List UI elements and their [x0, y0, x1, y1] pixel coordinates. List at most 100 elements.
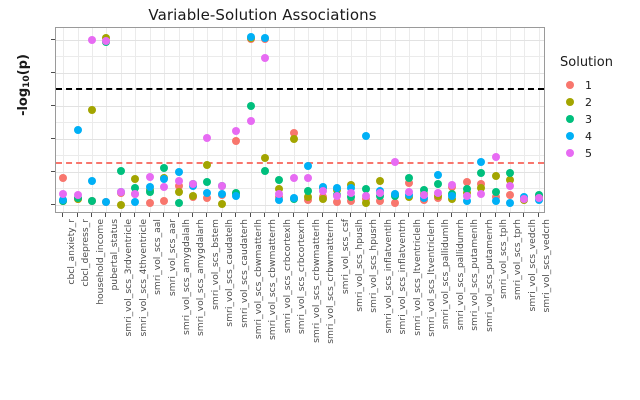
- legend-item[interactable]: 1: [560, 77, 613, 93]
- data-point: [232, 126, 241, 135]
- data-point: [275, 190, 284, 199]
- data-point: [59, 189, 68, 198]
- x-axis-tick: [235, 213, 237, 217]
- data-point: [102, 198, 111, 207]
- data-point: [275, 196, 284, 205]
- x-axis-tick: [148, 213, 150, 217]
- grid-line-horizontal-minor: [56, 155, 544, 157]
- data-point: [88, 105, 97, 114]
- legend-color-swatch: [566, 115, 574, 123]
- x-axis-tick: [422, 213, 424, 217]
- x-axis-tick: [523, 213, 525, 217]
- data-point: [88, 196, 97, 205]
- x-axis-tick-label: smri_vol_scs_inflatventlh: [382, 219, 394, 334]
- data-point: [116, 200, 125, 209]
- x-axis-tick: [134, 213, 136, 217]
- data-point: [246, 116, 255, 125]
- x-axis-tick: [393, 213, 395, 217]
- y-axis-title-prefix: -log: [16, 87, 31, 116]
- data-point: [491, 172, 500, 181]
- x-axis-tick-label: cbcl_depress_r: [80, 219, 92, 287]
- legend-item-label: 3: [585, 112, 592, 126]
- chart-title: Variable-Solution Associations: [148, 6, 377, 24]
- grid-line-vertical: [466, 28, 468, 212]
- legend-color-swatch: [566, 149, 574, 157]
- x-axis-tick-label: smri_vol_scs_ltventriclerh: [426, 219, 437, 337]
- data-point: [174, 167, 183, 176]
- x-axis-tick-label: smri_vol_scs_cbwmatterrh: [267, 219, 279, 340]
- data-point: [491, 187, 500, 196]
- x-axis-tick-label: smri_vol_scs_crbwmatterrh: [325, 219, 337, 344]
- data-point: [477, 169, 486, 178]
- data-point: [405, 174, 414, 183]
- y-axis-tick: [51, 170, 55, 172]
- data-point: [145, 199, 154, 208]
- data-point: [188, 180, 197, 189]
- legend-item-label: 2: [585, 95, 592, 109]
- x-axis-tick-label: smri_vol_scs_putamenlh: [469, 219, 481, 331]
- grid-line-vertical: [236, 28, 238, 212]
- grid-line-vertical: [538, 28, 540, 212]
- legend-item[interactable]: 2: [560, 94, 613, 110]
- legend-item[interactable]: 4: [560, 128, 613, 144]
- legend: Solution 1 2 3 4 5: [560, 55, 613, 162]
- grid-line-vertical: [178, 28, 180, 212]
- data-point: [246, 33, 255, 42]
- x-axis-tick: [62, 213, 64, 217]
- x-axis-tick: [163, 213, 165, 217]
- data-point: [59, 196, 68, 205]
- grid-line-vertical: [63, 28, 65, 212]
- legend-item[interactable]: 3: [560, 111, 613, 127]
- x-axis-tick: [436, 213, 438, 217]
- x-axis-tick-label: smri_vol_scs_aal: [152, 219, 164, 295]
- x-axis-tick: [76, 213, 78, 217]
- data-point: [203, 134, 212, 143]
- data-point: [217, 199, 226, 208]
- data-point: [318, 186, 327, 195]
- grid-line-horizontal-minor: [56, 56, 544, 58]
- legend-color-swatch: [566, 81, 574, 89]
- x-axis-tick: [263, 213, 265, 217]
- x-axis-tick-label: smri_vol_scs_inflatventrh: [397, 219, 409, 335]
- bonferroni-threshold: [56, 88, 544, 91]
- data-point: [520, 194, 529, 203]
- data-point: [318, 195, 327, 204]
- data-point: [505, 198, 514, 207]
- data-point: [131, 198, 140, 207]
- significance-threshold: [56, 161, 544, 164]
- grid-line-vertical: [279, 28, 281, 212]
- data-point: [304, 186, 313, 195]
- legend-item-label: 1: [585, 78, 592, 92]
- x-axis-tick-label: smri_vol_scs_amygdalarh: [195, 219, 207, 337]
- x-axis-tick: [508, 213, 510, 217]
- x-axis-tick: [465, 213, 467, 217]
- grid-line-vertical: [264, 28, 266, 212]
- x-axis-tick: [91, 213, 93, 217]
- x-axis-tick: [379, 213, 381, 217]
- grid-line-horizontal-minor: [56, 188, 544, 190]
- grid-line-vertical: [524, 28, 526, 212]
- x-axis-tick-label: smri_vol_scs_aar: [166, 219, 178, 297]
- data-point: [477, 158, 486, 167]
- x-axis-tick-label: smri_vol_scs_crbwmatterlh: [310, 219, 322, 343]
- grid-line-vertical: [365, 28, 367, 212]
- x-axis-tick: [494, 213, 496, 217]
- x-axis-tick: [451, 213, 453, 217]
- legend-item[interactable]: 5: [560, 145, 613, 161]
- y-axis-tick: [51, 38, 55, 40]
- grid-line-horizontal: [56, 72, 544, 74]
- grid-line-vertical: [192, 28, 194, 212]
- grid-line-vertical: [207, 28, 209, 212]
- data-point: [347, 189, 356, 198]
- data-point: [131, 183, 140, 192]
- data-point: [203, 194, 212, 203]
- x-axis-tick: [307, 213, 309, 217]
- grid-line-vertical: [394, 28, 396, 212]
- grid-line-vertical: [437, 28, 439, 212]
- data-point: [333, 183, 342, 192]
- data-point: [160, 174, 169, 183]
- data-point: [347, 184, 356, 193]
- grid-line-vertical: [409, 28, 411, 212]
- x-axis-tick-label: smri_vol_scs_caudaterh: [238, 219, 250, 328]
- grid-line-vertical: [308, 28, 310, 212]
